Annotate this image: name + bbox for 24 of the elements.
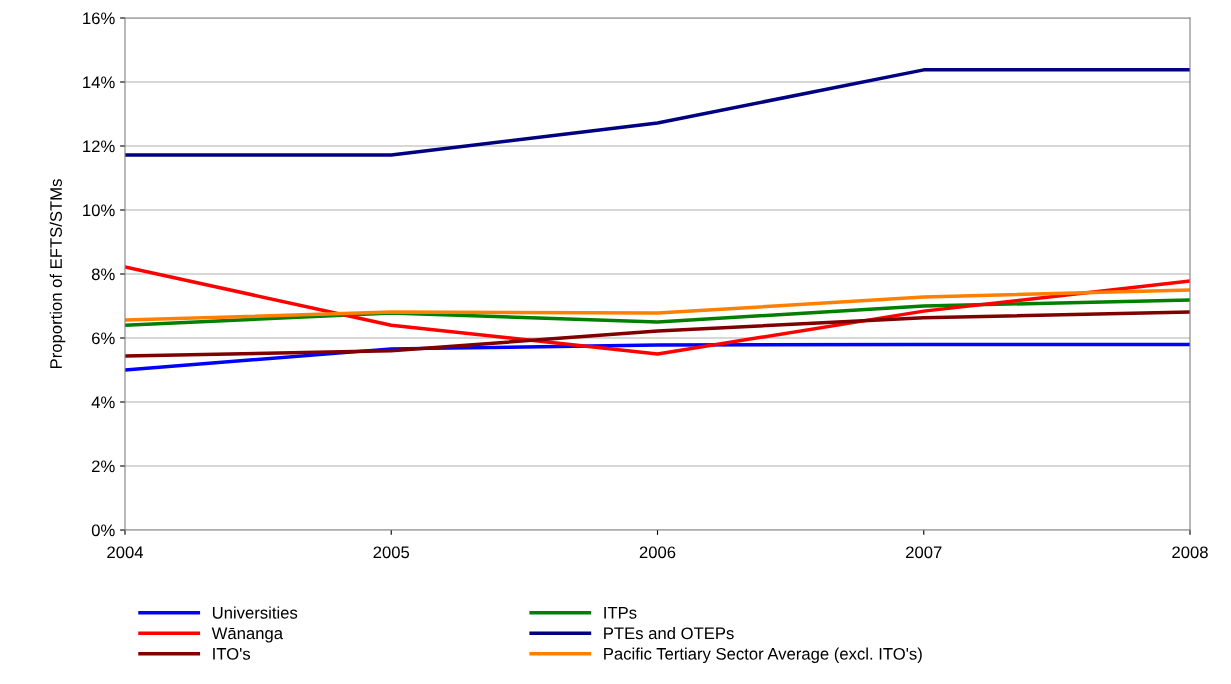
y-tick-label: 0% xyxy=(91,524,115,537)
legend-label: Wānanga xyxy=(211,627,284,643)
y-tick-label: 12% xyxy=(83,140,115,153)
x-tick-label: 2004 xyxy=(107,546,144,559)
y-tick-label: 2% xyxy=(92,460,115,473)
x-tick-label: 2005 xyxy=(373,546,410,559)
x-tick-label: 2007 xyxy=(906,546,942,559)
line-series xyxy=(125,288,1190,322)
x-tick-label: 2008 xyxy=(1172,546,1208,559)
y-tick-label: 8% xyxy=(91,268,115,281)
line-series xyxy=(125,265,1190,356)
x-tick-label: 2006 xyxy=(639,546,676,559)
y-tick-label: 6% xyxy=(92,332,115,345)
legend-label: PTEs and OTEPs xyxy=(604,626,734,640)
legend-label: Universities xyxy=(212,606,298,619)
y-tick-label: 10% xyxy=(83,204,115,217)
y-tick-label: 4% xyxy=(91,396,115,409)
legend-label: ITO's xyxy=(213,647,251,660)
y-axis-title: Proportion of EFTS/STMs xyxy=(49,179,66,369)
legend-label: ITPs xyxy=(604,607,637,619)
y-tick-label: 14% xyxy=(83,76,115,89)
legend-label: Pacific Tertiary Sector Average (excl. ITO's) xyxy=(604,647,922,664)
y-tick-label: 16% xyxy=(83,12,115,25)
line-series xyxy=(125,310,1190,358)
